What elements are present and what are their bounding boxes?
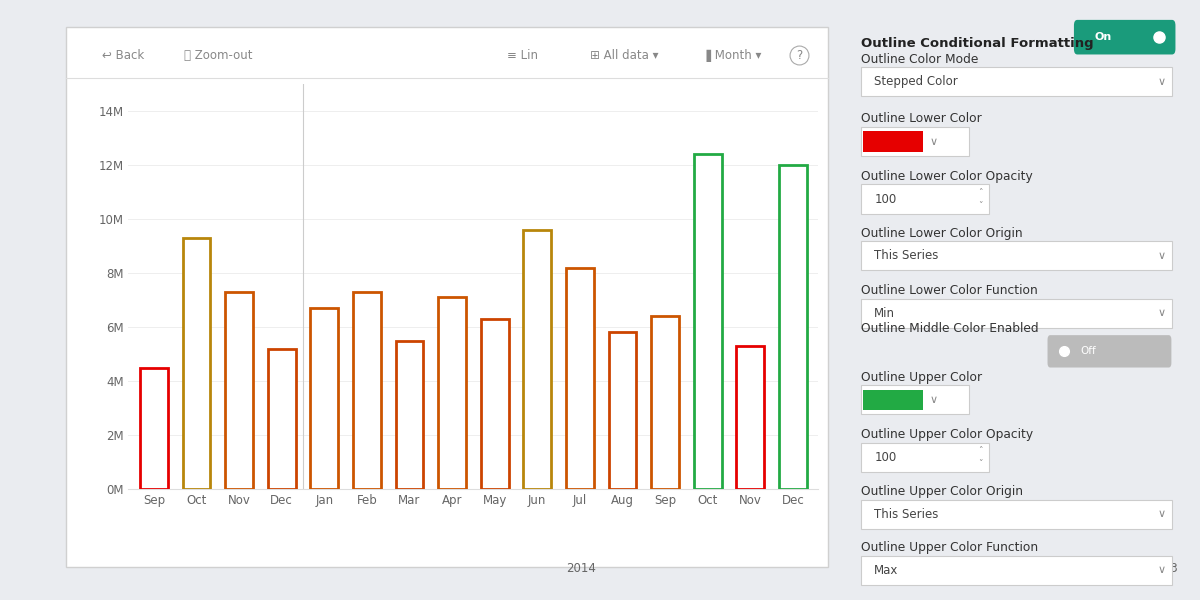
Bar <box>226 292 253 489</box>
Text: Outline Color Mode: Outline Color Mode <box>860 53 978 65</box>
Text: ˅: ˅ <box>979 459 983 468</box>
Text: Outline Lower Color Function: Outline Lower Color Function <box>860 284 1038 297</box>
Text: ∨: ∨ <box>1158 77 1166 87</box>
Text: ⊞ All data ▾: ⊞ All data ▾ <box>589 49 658 62</box>
Text: ?: ? <box>797 49 803 62</box>
Bar <box>694 154 721 489</box>
Bar <box>737 346 764 489</box>
FancyBboxPatch shape <box>860 241 1172 271</box>
Text: This Series: This Series <box>875 508 938 521</box>
Text: Stepped Color: Stepped Color <box>875 76 958 88</box>
Bar <box>311 308 338 489</box>
Text: Outline Middle Color Enabled: Outline Middle Color Enabled <box>860 322 1038 335</box>
Text: This Series: This Series <box>875 250 938 262</box>
Bar <box>864 390 923 410</box>
FancyBboxPatch shape <box>860 556 1172 584</box>
FancyBboxPatch shape <box>860 127 970 156</box>
FancyBboxPatch shape <box>860 67 1172 97</box>
Text: 2014: 2014 <box>566 562 596 575</box>
FancyBboxPatch shape <box>860 299 1172 328</box>
Text: Off: Off <box>1081 346 1097 356</box>
FancyBboxPatch shape <box>860 443 989 472</box>
Bar <box>608 332 636 489</box>
Text: On: On <box>1094 32 1111 42</box>
Text: ˅: ˅ <box>979 201 983 210</box>
Text: ∨: ∨ <box>1158 251 1166 261</box>
Bar <box>353 292 380 489</box>
Bar <box>140 367 168 489</box>
Text: ≡ Lin: ≡ Lin <box>508 49 538 62</box>
Bar <box>864 131 923 152</box>
Bar <box>438 297 466 489</box>
Text: 2013: 2013 <box>1148 562 1178 575</box>
Text: ˄: ˄ <box>979 188 983 197</box>
Text: ↩ Back: ↩ Back <box>102 49 144 62</box>
Text: 🔍 Zoom-out: 🔍 Zoom-out <box>185 49 253 62</box>
Text: Outline Upper Color Origin: Outline Upper Color Origin <box>860 485 1022 498</box>
Text: Max: Max <box>875 563 899 577</box>
Bar <box>779 165 806 489</box>
Bar <box>268 349 295 489</box>
Text: ∨: ∨ <box>1158 509 1166 519</box>
Text: 100: 100 <box>875 193 896 206</box>
FancyBboxPatch shape <box>1074 20 1176 55</box>
Bar <box>523 230 551 489</box>
Text: ∨: ∨ <box>929 395 937 405</box>
Bar <box>182 238 210 489</box>
Text: ˄: ˄ <box>979 446 983 455</box>
Bar <box>481 319 509 489</box>
Text: Outline Lower Color Opacity: Outline Lower Color Opacity <box>860 170 1032 183</box>
Text: Outline Upper Color Function: Outline Upper Color Function <box>860 541 1038 554</box>
Bar <box>566 268 594 489</box>
FancyBboxPatch shape <box>860 184 989 214</box>
Text: Outline Upper Color Opacity: Outline Upper Color Opacity <box>860 428 1033 441</box>
FancyBboxPatch shape <box>1048 335 1171 368</box>
Text: ∨: ∨ <box>1158 565 1166 575</box>
Text: Outline Lower Color: Outline Lower Color <box>860 112 982 125</box>
Text: Outline Conditional Formatting: Outline Conditional Formatting <box>860 37 1093 50</box>
Text: ∨: ∨ <box>929 137 937 146</box>
FancyBboxPatch shape <box>860 500 1172 529</box>
Text: Outline Lower Color Origin: Outline Lower Color Origin <box>860 227 1022 240</box>
Text: ∨: ∨ <box>1158 308 1166 319</box>
Bar <box>396 340 424 489</box>
Text: Min: Min <box>875 307 895 320</box>
Text: Outline Upper Color: Outline Upper Color <box>860 371 982 384</box>
Text: ▐ Month ▾: ▐ Month ▾ <box>702 49 761 62</box>
Bar <box>652 316 679 489</box>
Text: 100: 100 <box>875 451 896 464</box>
FancyBboxPatch shape <box>860 385 970 415</box>
